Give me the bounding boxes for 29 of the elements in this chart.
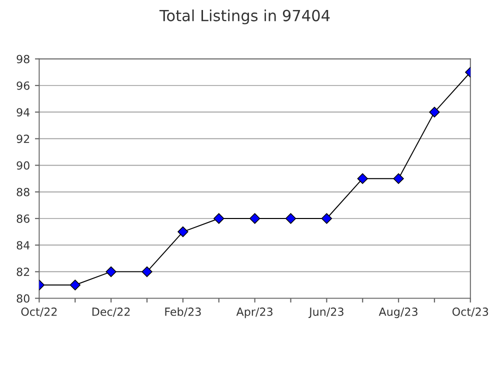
point (393, 173, 404, 184)
y-tick-label: 82 (16, 268, 30, 276)
y-tick-label: 96 (16, 81, 30, 90)
point (429, 106, 440, 118)
x-tick-label: Oct/22 (21, 308, 57, 317)
y-tick-label: 88 (16, 188, 30, 196)
point (321, 213, 332, 224)
chart-title: Total Listings in 97404 (159, 10, 330, 24)
point (106, 266, 116, 278)
x-tick-label: Jun/23 (308, 308, 344, 318)
x-tick-label: Aug/23 (378, 308, 418, 318)
x-tick-label: Dec/22 (92, 308, 130, 317)
y-tick-label: 92 (16, 134, 30, 144)
point (142, 266, 152, 278)
point (214, 213, 224, 224)
x-tick-label: Feb/23 (165, 307, 201, 317)
y-tick-label: 86 (16, 214, 30, 223)
point (178, 226, 188, 238)
x-tick-label: Apr/23 (236, 308, 272, 318)
y-tick-label: 80 (16, 294, 30, 303)
point (249, 213, 260, 224)
y-tick-label: 98 (16, 54, 30, 64)
y-tick-label: 90 (16, 161, 30, 170)
x-tick-label: Oct/23 (452, 308, 488, 317)
point (357, 173, 368, 184)
y-tick-label: 84 (16, 241, 30, 250)
point (285, 213, 296, 224)
point (70, 280, 80, 290)
y-tick-label: 94 (16, 108, 30, 116)
